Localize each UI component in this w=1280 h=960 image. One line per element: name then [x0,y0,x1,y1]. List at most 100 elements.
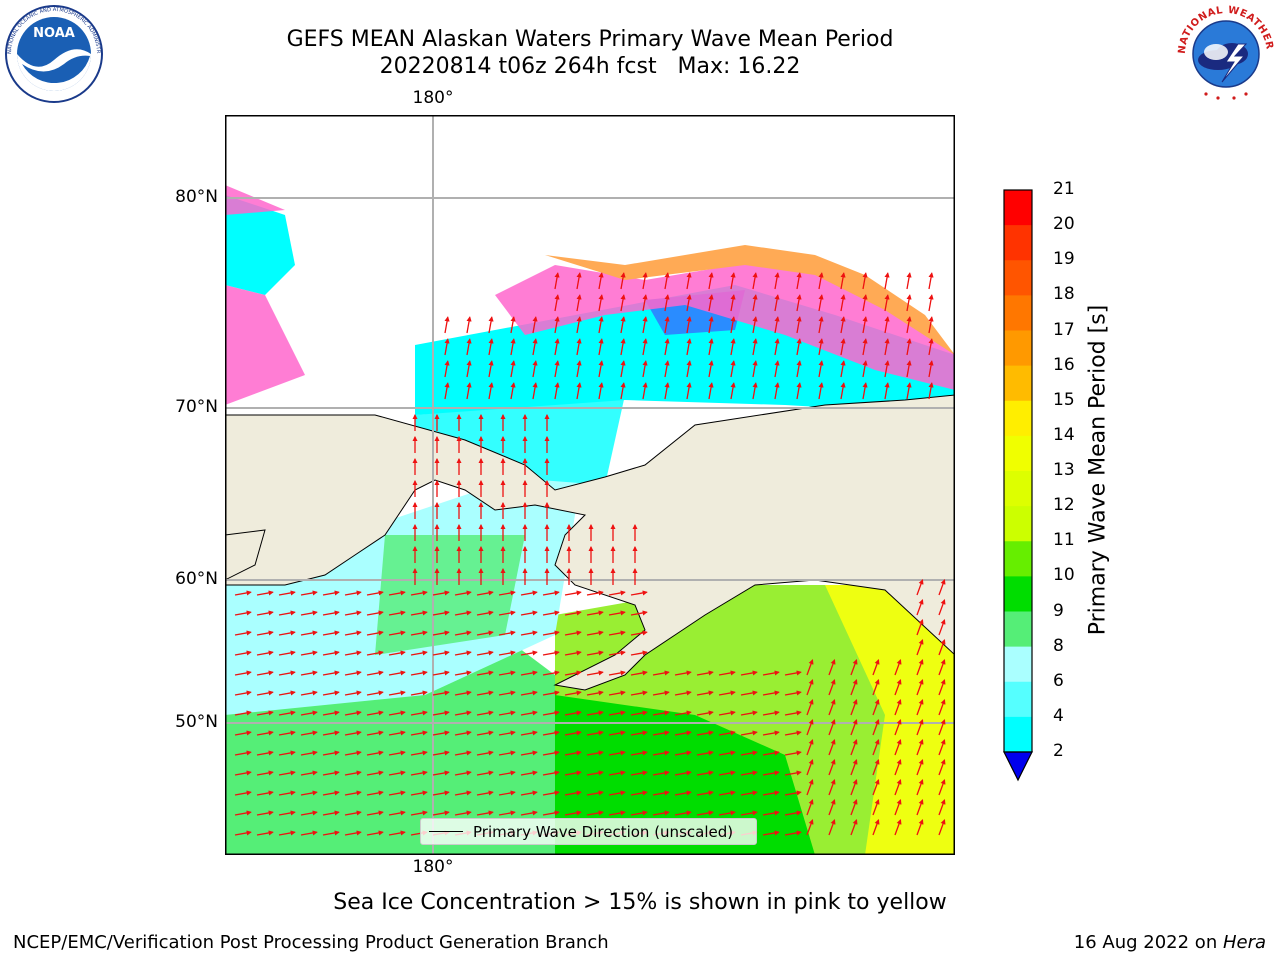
colorbar-band [1004,400,1032,437]
colorbar-band [1004,295,1032,331]
wave-arrow [542,710,560,716]
wave-arrow [862,360,868,378]
wave-arrow [652,750,670,756]
wave-arrow [586,750,604,756]
wave-arrow [762,670,780,676]
wave-arrow [850,819,858,836]
wave-arrow [344,830,362,836]
wave-arrow [696,810,714,816]
wave-arrow [840,294,846,312]
wave-arrow [322,730,340,736]
wave-arrow [608,610,626,616]
wave-arrow [872,699,880,716]
footer-credit: NCEP/EMC/Verification Post Processing Pr… [13,932,609,953]
wave-arrow [796,294,802,312]
wave-arrow [796,338,802,356]
wave-arrow [344,750,362,756]
wave-arrow [300,730,318,736]
wave-arrow [674,810,692,816]
wave-arrow [476,750,494,756]
wave-arrow [564,790,582,796]
wave-arrow [498,690,516,696]
wave-arrow [454,650,472,656]
wave-arrow [520,610,538,616]
wave-arrow [718,690,736,696]
wave-arrow [718,730,736,736]
wave-arrow [498,730,516,736]
wave-arrow [432,810,450,816]
wave-arrow [784,710,802,716]
legend-line-icon [429,831,463,833]
wave-arrow [774,360,780,378]
wave-arrow [894,719,902,736]
wave-arrow [642,382,648,400]
wave-arrow [784,690,802,696]
wave-arrow [664,272,670,290]
wave-arrow [586,610,604,616]
wave-arrow [630,630,648,636]
wave-arrow [410,730,428,736]
wave-arrow [256,670,274,676]
wave-arrow [510,338,516,356]
wave-arrow [444,382,450,400]
wave-arrow [366,750,384,756]
colorbar-band [1004,260,1032,296]
wave-arrow [476,610,494,616]
wave-arrow [740,690,758,696]
wave-arrow [256,590,274,596]
wave-arrow [586,590,604,596]
land-kamchatka [225,529,266,581]
wave-arrow [498,790,516,796]
wave-arrow [576,338,582,356]
wave-arrow [300,610,318,616]
wave-arrow [410,630,428,636]
colorbar-tick-label: 8 [1053,635,1064,656]
wave-arrow [938,599,946,616]
wave-arrow [554,316,560,334]
wave-arrow [828,799,836,816]
wave-arrow [564,710,582,716]
wave-arrow [806,779,814,796]
noaa-logo: NOAA NATIONAL OCEANIC AND ATMOSPHERIC AD… [4,4,103,103]
wave-arrow [916,799,924,816]
wave-arrow [730,360,736,378]
wave-arrow [322,610,340,616]
colorbar-label: Primary Wave Mean Period [s] [1085,304,1111,636]
wave-arrow [542,590,560,596]
wave-arrow [344,610,362,616]
wave-arrow [740,730,758,736]
wave-arrow [488,360,494,378]
wave-arrow [586,790,604,796]
map-legend: Primary Wave Direction (unscaled) [420,818,757,845]
wave-arrow [696,710,714,716]
wave-arrow [906,294,912,312]
wave-arrow [916,719,924,736]
wave-arrow [784,770,802,776]
wave-arrow [432,650,450,656]
colorbar-tick-label: 14 [1053,424,1075,445]
wave-arrow [432,590,450,596]
wave-arrow [620,272,626,290]
wave-arrow [444,360,450,378]
wave-arrow [674,730,692,736]
wave-arrow [388,730,406,736]
wave-arrow [432,710,450,716]
wave-arrow [366,590,384,596]
wave-arrow [850,679,858,696]
wave-arrow [828,739,836,756]
wave-arrow [542,690,560,696]
wave-arrow [278,670,296,676]
wave-arrow [322,770,340,776]
field-12s [555,585,955,855]
legend-text: Primary Wave Direction (unscaled) [473,823,734,841]
wave-arrow [586,630,604,636]
wave-arrow [916,599,924,616]
wave-arrow [234,790,252,796]
wave-arrow [586,670,604,676]
wave-arrow [344,690,362,696]
wave-arrow [476,670,494,676]
wave-arrow [916,619,924,636]
wave-arrow [256,830,274,836]
wave-arrow [278,810,296,816]
colorbar-band [1004,611,1032,648]
